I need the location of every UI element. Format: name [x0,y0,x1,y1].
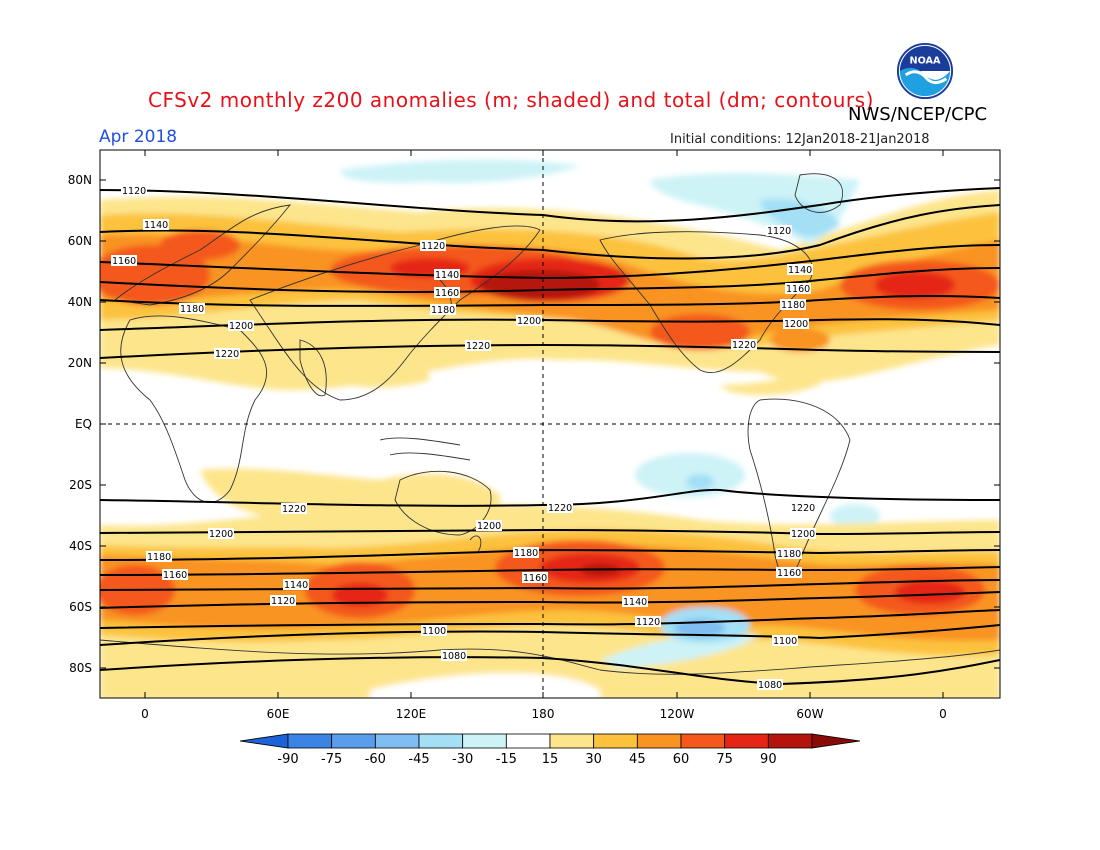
contour-label-1160: 1160 [786,284,810,295]
y-tick-20S: 20S [69,478,92,492]
contour-label-1200: 1200 [517,316,541,327]
contour-label-1140: 1140 [144,220,168,231]
x-tick-180: 180 [532,707,555,721]
contour-label-1220: 1220 [215,349,239,360]
colorbar-cell [724,733,769,749]
contour-label-1220: 1220 [548,503,572,514]
colorbar-arrow-low [239,733,289,749]
contour-label-1180: 1180 [781,300,805,311]
y-tick-80S: 80S [69,661,92,675]
x-tick-0: 0 [141,707,149,721]
contour-labels: 1120 1140 1160 1180 1200 1220 1120 1140 … [111,185,816,691]
contour-label-1160: 1160 [163,570,187,581]
colorbar-label: -60 [365,752,386,767]
contour-label-1080: 1080 [758,680,782,691]
colorbar: -90 -75 -60 -45 -30 -15 15 30 45 60 75 90 [239,733,861,767]
contour-label-1120: 1120 [421,241,445,252]
contour-label-1180: 1180 [514,548,538,559]
colorbar-cell [287,733,333,749]
contour-label-1220: 1220 [466,341,490,352]
colorbar-label: 45 [629,752,646,767]
contour-label-1160: 1160 [777,568,801,579]
organization-label: NWS/NCEP/CPC [848,104,988,125]
colorbar-cell [374,733,420,749]
y-tick-EQ: EQ [75,417,92,431]
colorbar-label: 15 [542,752,559,767]
forecast-month: Apr 2018 [99,127,178,147]
contour-label-1200: 1200 [784,319,808,330]
height-contours [100,187,1000,686]
x-axis: 0 60E 120E 180 120W 60W 0 [141,150,947,721]
map-plot-area: 1120 1140 1160 1180 1200 1220 1120 1140 … [100,150,1000,698]
contour-label-1180: 1180 [147,552,171,563]
contour-label-1080: 1080 [442,651,466,662]
colorbar-label: -15 [496,752,517,767]
y-axis: 80N 60N 40N 20N EQ 20S 40S 60S 80S [68,173,1000,675]
contour-label-1200: 1200 [477,521,501,532]
colorbar-cell [505,733,551,749]
contour-label-1100: 1100 [422,626,446,637]
initial-conditions: Initial conditions: 12Jan2018-21Jan2018 [670,132,930,147]
y-tick-80N: 80N [68,173,92,187]
contour-label-1180: 1180 [777,549,801,560]
x-tick-120E: 120E [396,707,427,721]
contour-label-1140: 1140 [623,597,647,608]
contour-label-1120: 1120 [271,596,295,607]
colorbar-arrow-high [811,733,861,749]
x-tick-0-east: 0 [939,707,947,721]
contour-label-1160: 1160 [112,256,136,267]
colorbar-label: 90 [760,752,777,767]
y-tick-20N: 20N [68,356,92,370]
chart-title: CFSv2 monthly z200 anomalies (m; shaded)… [148,88,874,112]
y-tick-40S: 40S [69,539,92,553]
colorbar-label: 75 [716,752,733,767]
x-tick-60W: 60W [796,707,823,721]
contour-label-1120: 1120 [636,617,660,628]
contour-label-1100: 1100 [773,636,797,647]
colorbar-label: -45 [408,752,429,767]
contour-label-1180: 1180 [431,305,455,316]
contour-label-1120: 1120 [767,226,791,237]
contour-label-1120: 1120 [122,186,146,197]
contour-label-1140: 1140 [788,265,812,276]
colorbar-cell [636,733,682,749]
y-tick-60S: 60S [69,600,92,614]
x-tick-60E: 60E [267,707,290,721]
contour-label-1160: 1160 [435,288,459,299]
contour-label-1220: 1220 [791,503,815,514]
colorbar-cell [593,733,638,749]
x-tick-120W: 120W [660,707,695,721]
colorbar-label: 60 [673,752,690,767]
y-tick-60N: 60N [68,234,92,248]
contour-label-1160: 1160 [523,573,547,584]
colorbar-label: -75 [321,752,342,767]
contour-label-1220: 1220 [282,504,306,515]
y-tick-40N: 40N [68,295,92,309]
contour-label-1200: 1200 [791,529,815,540]
colorbar-cell [331,733,376,749]
contour-label-1200: 1200 [209,529,233,540]
noaa-logo-icon: NOAA [896,42,954,100]
colorbar-cell [418,733,464,749]
logo-text: NOAA [910,55,942,66]
colorbar-cell [680,733,726,749]
colorbar-cell [767,733,813,749]
colorbar-cell [549,733,595,749]
contour-label-1180: 1180 [180,304,204,315]
colorbar-label: -90 [277,752,298,767]
contour-label-1200: 1200 [229,321,253,332]
contour-label-1220: 1220 [732,340,756,351]
colorbar-cell [462,733,507,749]
colorbar-label: -30 [452,752,473,767]
contour-label-1140: 1140 [284,580,308,591]
colorbar-label: 30 [585,752,602,767]
contour-label-1140: 1140 [435,270,459,281]
